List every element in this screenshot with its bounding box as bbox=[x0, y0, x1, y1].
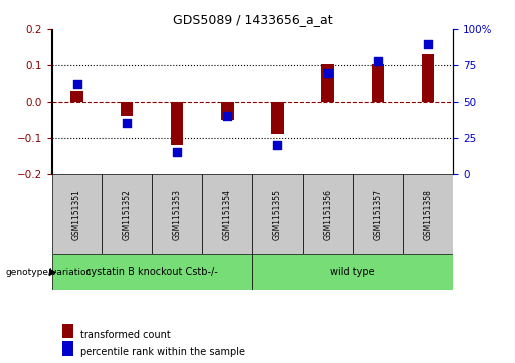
Bar bbox=[271, 102, 284, 134]
Text: GSM1151357: GSM1151357 bbox=[373, 189, 382, 240]
Bar bbox=[372, 64, 384, 102]
Text: GSM1151356: GSM1151356 bbox=[323, 189, 332, 240]
Title: GDS5089 / 1433656_a_at: GDS5089 / 1433656_a_at bbox=[173, 13, 332, 26]
Bar bbox=[52, 174, 102, 254]
Text: GSM1151354: GSM1151354 bbox=[223, 189, 232, 240]
Bar bbox=[152, 174, 202, 254]
Text: wild type: wild type bbox=[331, 267, 375, 277]
Bar bbox=[403, 174, 453, 254]
Point bbox=[173, 150, 181, 155]
Text: transformed count: transformed count bbox=[80, 330, 170, 340]
Bar bbox=[252, 174, 303, 254]
Text: percentile rank within the sample: percentile rank within the sample bbox=[80, 347, 245, 357]
Point bbox=[424, 41, 432, 46]
Text: GSM1151351: GSM1151351 bbox=[72, 189, 81, 240]
Bar bbox=[52, 254, 252, 290]
Bar bbox=[71, 91, 83, 102]
Point bbox=[223, 113, 231, 119]
Bar bbox=[422, 54, 434, 102]
Point bbox=[123, 121, 131, 126]
Text: GSM1151355: GSM1151355 bbox=[273, 189, 282, 240]
Bar bbox=[102, 174, 152, 254]
Point bbox=[323, 70, 332, 76]
Bar bbox=[202, 174, 252, 254]
Point bbox=[374, 58, 382, 64]
Point bbox=[273, 142, 282, 148]
Bar bbox=[321, 64, 334, 102]
Text: GSM1151353: GSM1151353 bbox=[173, 189, 181, 240]
Bar bbox=[303, 174, 353, 254]
Text: cystatin B knockout Cstb-/-: cystatin B knockout Cstb-/- bbox=[86, 267, 218, 277]
Point bbox=[73, 81, 81, 87]
Text: ▶: ▶ bbox=[49, 267, 57, 277]
Bar bbox=[171, 102, 183, 145]
Text: GSM1151352: GSM1151352 bbox=[123, 189, 131, 240]
Text: genotype/variation: genotype/variation bbox=[5, 268, 91, 277]
Bar bbox=[353, 174, 403, 254]
Bar bbox=[221, 102, 233, 120]
Text: GSM1151358: GSM1151358 bbox=[424, 189, 433, 240]
Bar bbox=[121, 102, 133, 116]
Bar bbox=[252, 254, 453, 290]
